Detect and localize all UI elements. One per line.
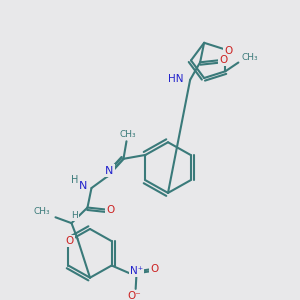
Text: N: N (105, 166, 114, 176)
Text: H: H (71, 175, 78, 185)
Text: O: O (106, 206, 115, 215)
Text: HN: HN (168, 74, 183, 84)
Text: O: O (151, 264, 159, 274)
Text: N: N (79, 181, 88, 191)
Text: O⁻: O⁻ (128, 291, 142, 300)
Text: CH₃: CH₃ (119, 130, 136, 139)
Text: O: O (219, 55, 227, 65)
Text: O: O (224, 46, 232, 56)
Text: H: H (71, 211, 78, 220)
Text: O: O (65, 236, 74, 246)
Text: N⁺: N⁺ (130, 266, 143, 276)
Text: CH₃: CH₃ (34, 207, 50, 216)
Text: CH₃: CH₃ (242, 53, 258, 62)
